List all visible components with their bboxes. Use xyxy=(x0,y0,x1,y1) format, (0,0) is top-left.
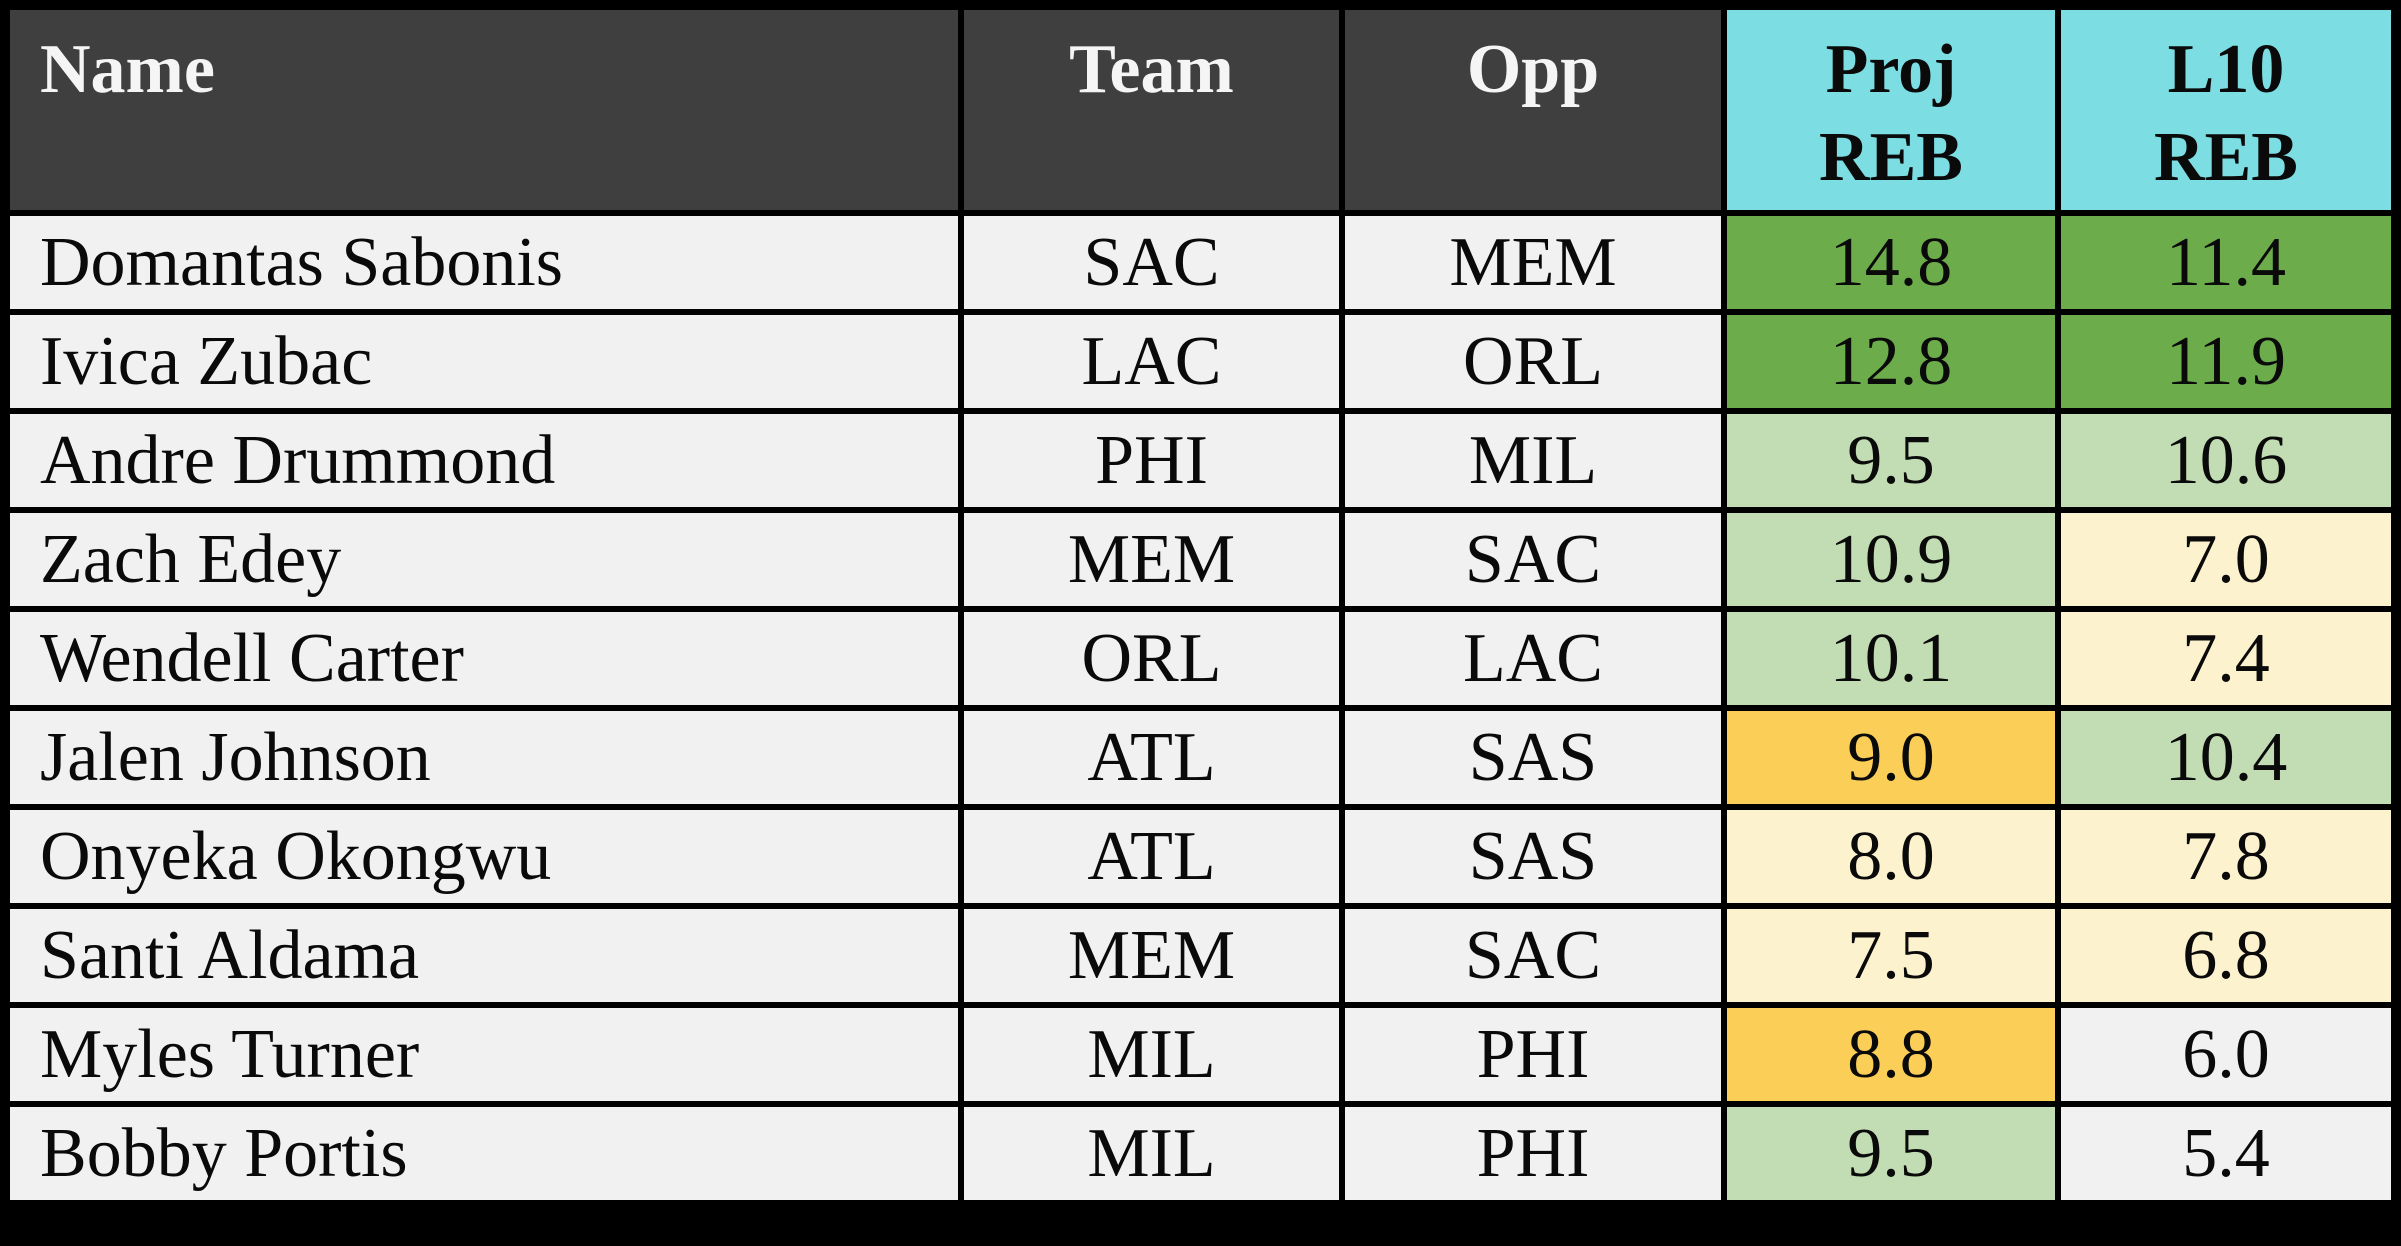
player-name-cell: Bobby Portis xyxy=(10,1107,958,1200)
opp-cell: SAS xyxy=(1345,810,1721,903)
opp-cell: LAC xyxy=(1345,612,1721,705)
proj-reb-cell: 9.0 xyxy=(1727,711,2055,804)
proj-reb-cell: 10.9 xyxy=(1727,513,2055,606)
header-cell-team: Team xyxy=(964,10,1339,210)
team-cell: MIL xyxy=(964,1008,1339,1101)
proj-reb-cell: 8.0 xyxy=(1727,810,2055,903)
opp-cell: SAC xyxy=(1345,513,1721,606)
l10-reb-cell: 6.0 xyxy=(2061,1008,2391,1101)
opp-cell: PHI xyxy=(1345,1107,1721,1200)
l10-reb-cell: 10.4 xyxy=(2061,711,2391,804)
team-cell: PHI xyxy=(964,414,1339,507)
l10-reb-cell: 11.9 xyxy=(2061,315,2391,408)
l10-reb-cell: 7.0 xyxy=(2061,513,2391,606)
team-cell: MEM xyxy=(964,909,1339,1002)
header-l10-reb-label: L10 REB xyxy=(2154,31,2298,196)
opp-cell: SAC xyxy=(1345,909,1721,1002)
header-cell-opp: Opp xyxy=(1345,10,1721,210)
player-name-cell: Santi Aldama xyxy=(10,909,958,1002)
header-cell-proj-reb: Proj REB xyxy=(1727,10,2055,210)
player-name-cell: Ivica Zubac xyxy=(10,315,958,408)
opp-cell: MEM xyxy=(1345,216,1721,309)
l10-reb-cell: 6.8 xyxy=(2061,909,2391,1002)
l10-reb-cell: 11.4 xyxy=(2061,216,2391,309)
header-proj-reb-label: Proj REB xyxy=(1819,31,1963,196)
opp-cell: SAS xyxy=(1345,711,1721,804)
team-cell: LAC xyxy=(964,315,1339,408)
team-cell: ORL xyxy=(964,612,1339,705)
l10-reb-cell: 7.4 xyxy=(2061,612,2391,705)
team-cell: ATL xyxy=(964,711,1339,804)
proj-reb-cell: 9.5 xyxy=(1727,1107,2055,1200)
l10-reb-cell: 10.6 xyxy=(2061,414,2391,507)
team-cell: MIL xyxy=(964,1107,1339,1200)
proj-reb-cell: 7.5 xyxy=(1727,909,2055,1002)
player-name-cell: Wendell Carter xyxy=(10,612,958,705)
proj-reb-cell: 12.8 xyxy=(1727,315,2055,408)
proj-reb-cell: 10.1 xyxy=(1727,612,2055,705)
proj-reb-cell: 14.8 xyxy=(1727,216,2055,309)
player-name-cell: Andre Drummond xyxy=(10,414,958,507)
proj-reb-cell: 8.8 xyxy=(1727,1008,2055,1101)
team-cell: ATL xyxy=(964,810,1339,903)
player-name-cell: Myles Turner xyxy=(10,1008,958,1101)
header-cell-name: Name xyxy=(10,10,958,210)
player-name-cell: Onyeka Okongwu xyxy=(10,810,958,903)
team-cell: SAC xyxy=(964,216,1339,309)
opp-cell: ORL xyxy=(1345,315,1721,408)
l10-reb-cell: 7.8 xyxy=(2061,810,2391,903)
table-grid: Name Team Opp Proj REB L10 REB Domantas … xyxy=(10,10,2391,1200)
team-cell: MEM xyxy=(964,513,1339,606)
opp-cell: PHI xyxy=(1345,1008,1721,1101)
player-name-cell: Domantas Sabonis xyxy=(10,216,958,309)
player-name-cell: Jalen Johnson xyxy=(10,711,958,804)
header-cell-l10-reb: L10 REB xyxy=(2061,10,2391,210)
proj-reb-cell: 9.5 xyxy=(1727,414,2055,507)
l10-reb-cell: 5.4 xyxy=(2061,1107,2391,1200)
opp-cell: MIL xyxy=(1345,414,1721,507)
player-name-cell: Zach Edey xyxy=(10,513,958,606)
